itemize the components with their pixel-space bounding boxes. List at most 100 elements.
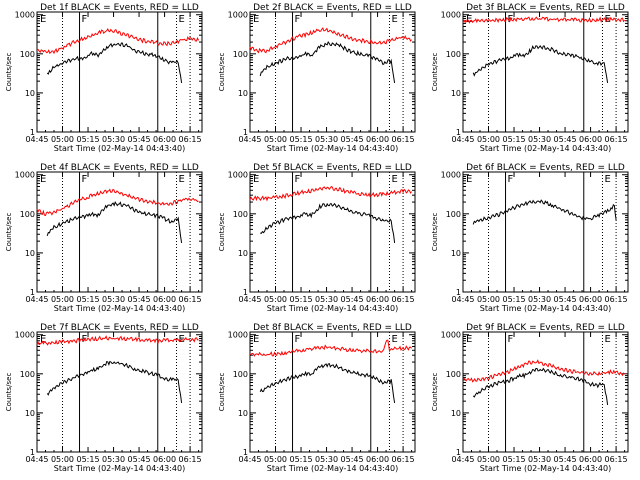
x-tick-label: 05:15	[502, 455, 525, 464]
y-axis-label: Counts/sec	[218, 373, 226, 412]
plot-frame	[36, 331, 203, 453]
y-tick-label: 10	[451, 249, 461, 258]
x-tick-label: 06:15	[605, 455, 628, 464]
lld-series-line	[249, 27, 412, 54]
plot-title: Det 8f BLACK = Events, RED = LLD	[253, 323, 412, 333]
x-tick-label: 05:00	[477, 295, 500, 304]
y-tick-label: 1000	[15, 171, 35, 180]
x-tick-label: 05:15	[76, 135, 99, 144]
plot-frame	[462, 11, 629, 133]
x-tick-label: 05:45	[341, 455, 364, 464]
plot-title: Det 9f BLACK = Events, RED = LLD	[466, 323, 625, 333]
lld-series-line	[36, 188, 199, 217]
plot-title: Det 3f BLACK = Events, RED = LLD	[466, 3, 625, 13]
marker-label-f: F	[508, 334, 514, 345]
marker-label-f: F	[82, 14, 88, 25]
y-tick-label: 1000	[441, 171, 461, 180]
x-tick-label: 05:30	[102, 455, 125, 464]
plot-frame	[249, 11, 416, 133]
lld-series-line	[36, 335, 199, 346]
plot-title: Det 5f BLACK = Events, RED = LLD	[253, 163, 412, 173]
plot-frame	[462, 171, 629, 293]
x-tick-label: 06:15	[605, 135, 628, 144]
x-axis-label: Start Time (02-May-14 04:43:40)	[480, 304, 611, 313]
x-tick-label: 05:45	[341, 295, 364, 304]
y-tick-label: 1000	[441, 331, 461, 340]
x-tick-label: 06:00	[366, 455, 389, 464]
x-tick-label: 05:15	[76, 295, 99, 304]
x-tick-label: 05:45	[554, 135, 577, 144]
y-axis-label: Counts/sec	[431, 213, 439, 252]
x-tick-label: 05:15	[76, 455, 99, 464]
events-series-line	[259, 202, 396, 243]
y-tick-label: 10	[238, 89, 248, 98]
lld-series-line	[462, 359, 625, 383]
y-tick-label: 1	[30, 448, 35, 457]
x-tick-label: 05:00	[477, 135, 500, 144]
y-tick-label: 1000	[228, 331, 248, 340]
y-tick-label: 1	[30, 128, 35, 137]
x-tick-label: 05:15	[289, 295, 312, 304]
events-series-line	[472, 45, 609, 83]
y-tick-label: 100	[446, 370, 461, 379]
x-tick-label: 05:45	[341, 135, 364, 144]
marker-label-e: E	[391, 14, 397, 25]
x-tick-label: 06:00	[579, 455, 602, 464]
y-tick-label: 1	[456, 128, 461, 137]
plot-frame	[462, 331, 629, 453]
plot-title: Det 4f BLACK = Events, RED = LLD	[40, 163, 199, 173]
lld-series-line	[36, 27, 200, 55]
marker-label-e: E	[178, 174, 184, 185]
events-series-line	[472, 199, 617, 225]
x-axis-label: Start Time (02-May-14 04:43:40)	[54, 144, 185, 153]
x-tick-label: 06:15	[179, 135, 202, 144]
x-tick-label: 04:45	[451, 455, 474, 464]
x-tick-label: 05:00	[264, 455, 287, 464]
y-axis-label: Counts/sec	[218, 213, 226, 252]
x-tick-label: 05:15	[502, 135, 525, 144]
x-tick-label: 04:45	[451, 295, 474, 304]
y-tick-label: 100	[446, 50, 461, 59]
y-tick-label: 1	[243, 288, 248, 297]
y-tick-label: 100	[233, 210, 248, 219]
events-series-line	[46, 42, 183, 83]
marker-label-e: E	[391, 174, 397, 185]
x-tick-label: 05:45	[128, 135, 151, 144]
lld-series-line	[249, 185, 412, 202]
x-tick-label: 04:45	[25, 455, 48, 464]
plot-frame	[36, 171, 203, 293]
marker-label-f: F	[508, 174, 514, 185]
plot-title: Det 7f BLACK = Events, RED = LLD	[40, 323, 199, 333]
y-tick-label: 1000	[228, 171, 248, 180]
x-tick-label: 06:15	[179, 295, 202, 304]
x-axis-label: Start Time (02-May-14 04:43:40)	[267, 304, 398, 313]
marker-label-e: E	[253, 14, 259, 25]
marker-label-e: E	[604, 334, 610, 345]
x-tick-label: 05:15	[502, 295, 525, 304]
plot-title: Det 2f BLACK = Events, RED = LLD	[253, 3, 412, 13]
x-axis-label: Start Time (02-May-14 04:43:40)	[267, 464, 398, 473]
y-tick-label: 10	[238, 409, 248, 418]
y-tick-label: 1000	[228, 11, 248, 20]
y-tick-label: 100	[233, 370, 248, 379]
x-tick-label: 04:45	[25, 135, 48, 144]
x-axis-label: Start Time (02-May-14 04:43:40)	[54, 464, 185, 473]
x-tick-label: 05:30	[315, 295, 338, 304]
y-axis-label: Counts/sec	[218, 53, 226, 92]
y-axis-label: Counts/sec	[431, 53, 439, 92]
y-axis-label: Counts/sec	[5, 53, 13, 92]
events-series-line	[259, 362, 396, 403]
x-tick-label: 05:00	[477, 455, 500, 464]
plot-frame	[249, 171, 416, 293]
plot-frame	[36, 11, 203, 133]
x-tick-label: 06:00	[579, 295, 602, 304]
x-tick-label: 05:30	[315, 455, 338, 464]
x-tick-label: 06:00	[366, 295, 389, 304]
y-axis-label: Counts/sec	[431, 373, 439, 412]
x-tick-label: 05:30	[528, 295, 551, 304]
